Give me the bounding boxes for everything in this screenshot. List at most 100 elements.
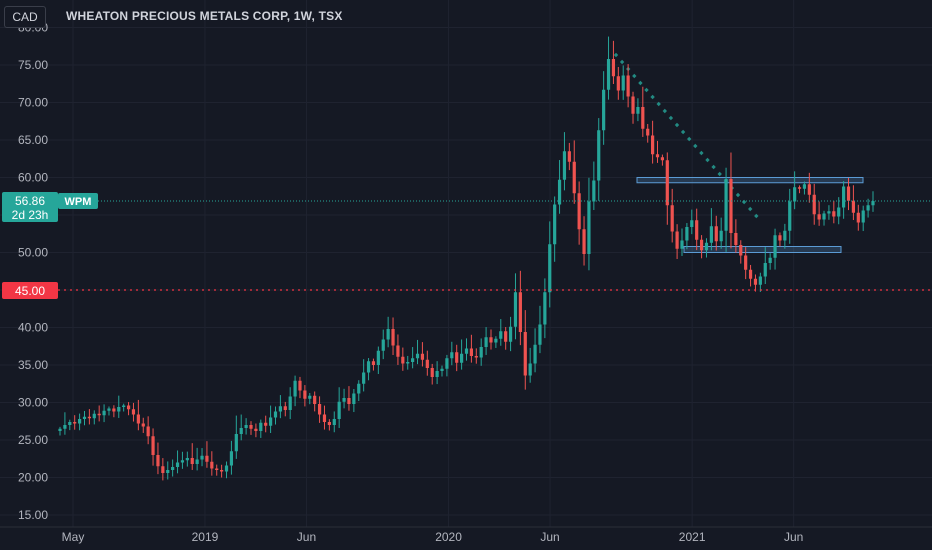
candle bbox=[156, 442, 160, 475]
trend-dot bbox=[699, 150, 704, 156]
y-tick-label: 15.00 bbox=[18, 508, 48, 522]
candle-body bbox=[597, 130, 601, 181]
candle-body bbox=[460, 353, 464, 363]
y-tick-label: 60.00 bbox=[18, 171, 48, 185]
candle-body bbox=[709, 226, 713, 243]
candle-body bbox=[734, 233, 738, 245]
candle-body bbox=[499, 331, 503, 339]
candle-body bbox=[190, 458, 194, 464]
candle-body bbox=[185, 458, 189, 461]
candle bbox=[362, 359, 366, 392]
candle-body bbox=[832, 211, 836, 217]
candle-body bbox=[366, 361, 371, 373]
candle-body bbox=[778, 235, 782, 241]
candle-body bbox=[352, 393, 356, 404]
candle bbox=[856, 204, 860, 231]
candle-body bbox=[332, 419, 336, 425]
candle-body bbox=[651, 135, 655, 155]
y-tick-label: 30.00 bbox=[18, 396, 48, 410]
candle bbox=[837, 197, 841, 225]
candle-body bbox=[484, 337, 488, 347]
candle bbox=[151, 428, 155, 466]
candle-body bbox=[317, 404, 322, 415]
candle bbox=[337, 387, 341, 428]
candle bbox=[460, 339, 464, 370]
candle bbox=[739, 240, 743, 264]
candle bbox=[102, 404, 106, 423]
candle bbox=[190, 443, 194, 470]
trend-dot bbox=[638, 80, 643, 86]
candle bbox=[136, 399, 140, 431]
candle-body bbox=[670, 205, 674, 232]
candle bbox=[548, 221, 552, 308]
candle bbox=[788, 188, 792, 244]
candle-body bbox=[592, 180, 596, 202]
candle-body bbox=[783, 230, 787, 241]
candle bbox=[783, 223, 787, 249]
candle bbox=[415, 339, 420, 365]
candle bbox=[117, 395, 121, 418]
y-tick-label: 35.00 bbox=[18, 358, 48, 372]
level-price-value: 45.00 bbox=[15, 284, 45, 298]
candle bbox=[440, 365, 444, 377]
bar-countdown: 2d 23h bbox=[12, 208, 49, 222]
candle bbox=[391, 317, 395, 356]
candle bbox=[807, 172, 811, 203]
candle bbox=[435, 361, 439, 385]
candle bbox=[842, 181, 846, 219]
candle bbox=[464, 338, 469, 361]
candle bbox=[763, 247, 767, 285]
candle bbox=[298, 376, 302, 399]
candle-body bbox=[229, 451, 234, 466]
candle-body bbox=[117, 407, 121, 412]
candle bbox=[660, 154, 665, 166]
candle bbox=[802, 181, 807, 195]
candle-body bbox=[626, 75, 630, 97]
candle-body bbox=[244, 425, 248, 428]
trend-dot bbox=[650, 94, 655, 100]
candle bbox=[871, 191, 875, 212]
currency-selector[interactable]: CAD bbox=[4, 6, 46, 28]
candle bbox=[567, 142, 571, 171]
candle-body bbox=[264, 422, 268, 426]
candle-body bbox=[562, 151, 567, 180]
candle-body bbox=[327, 422, 331, 425]
trend-dot bbox=[680, 129, 686, 135]
candle bbox=[724, 167, 728, 252]
candle-body bbox=[699, 239, 704, 251]
candle bbox=[714, 215, 718, 251]
candle bbox=[675, 224, 679, 259]
y-tick-label: 70.00 bbox=[18, 96, 48, 110]
candle-body bbox=[660, 157, 665, 161]
candle bbox=[577, 181, 581, 245]
candle-body bbox=[430, 368, 434, 377]
candle-body bbox=[102, 410, 106, 416]
candle bbox=[68, 419, 72, 431]
candle bbox=[313, 391, 317, 412]
candle bbox=[499, 319, 503, 346]
candle-body bbox=[729, 179, 733, 233]
candle bbox=[508, 316, 513, 352]
candle-body bbox=[401, 356, 405, 364]
candle bbox=[293, 375, 297, 407]
candle-body bbox=[739, 245, 743, 256]
trend-dot bbox=[632, 73, 637, 79]
candle-body bbox=[675, 231, 679, 249]
symbol-tag bbox=[58, 193, 98, 209]
candle bbox=[171, 459, 175, 477]
candle-body bbox=[171, 467, 175, 470]
candle bbox=[200, 448, 204, 467]
candle bbox=[641, 86, 645, 137]
trend-dot bbox=[717, 171, 722, 177]
candle bbox=[489, 329, 493, 350]
candle bbox=[58, 426, 62, 436]
candle-body bbox=[313, 395, 317, 404]
candle bbox=[557, 160, 562, 214]
x-axis: May 2019 Jun 2020 Jun 2021 Jun bbox=[0, 526, 932, 544]
trend-dot bbox=[705, 157, 710, 163]
candle bbox=[606, 36, 611, 100]
candle-body bbox=[606, 59, 611, 90]
candle bbox=[220, 464, 224, 478]
candle-body bbox=[856, 212, 860, 223]
